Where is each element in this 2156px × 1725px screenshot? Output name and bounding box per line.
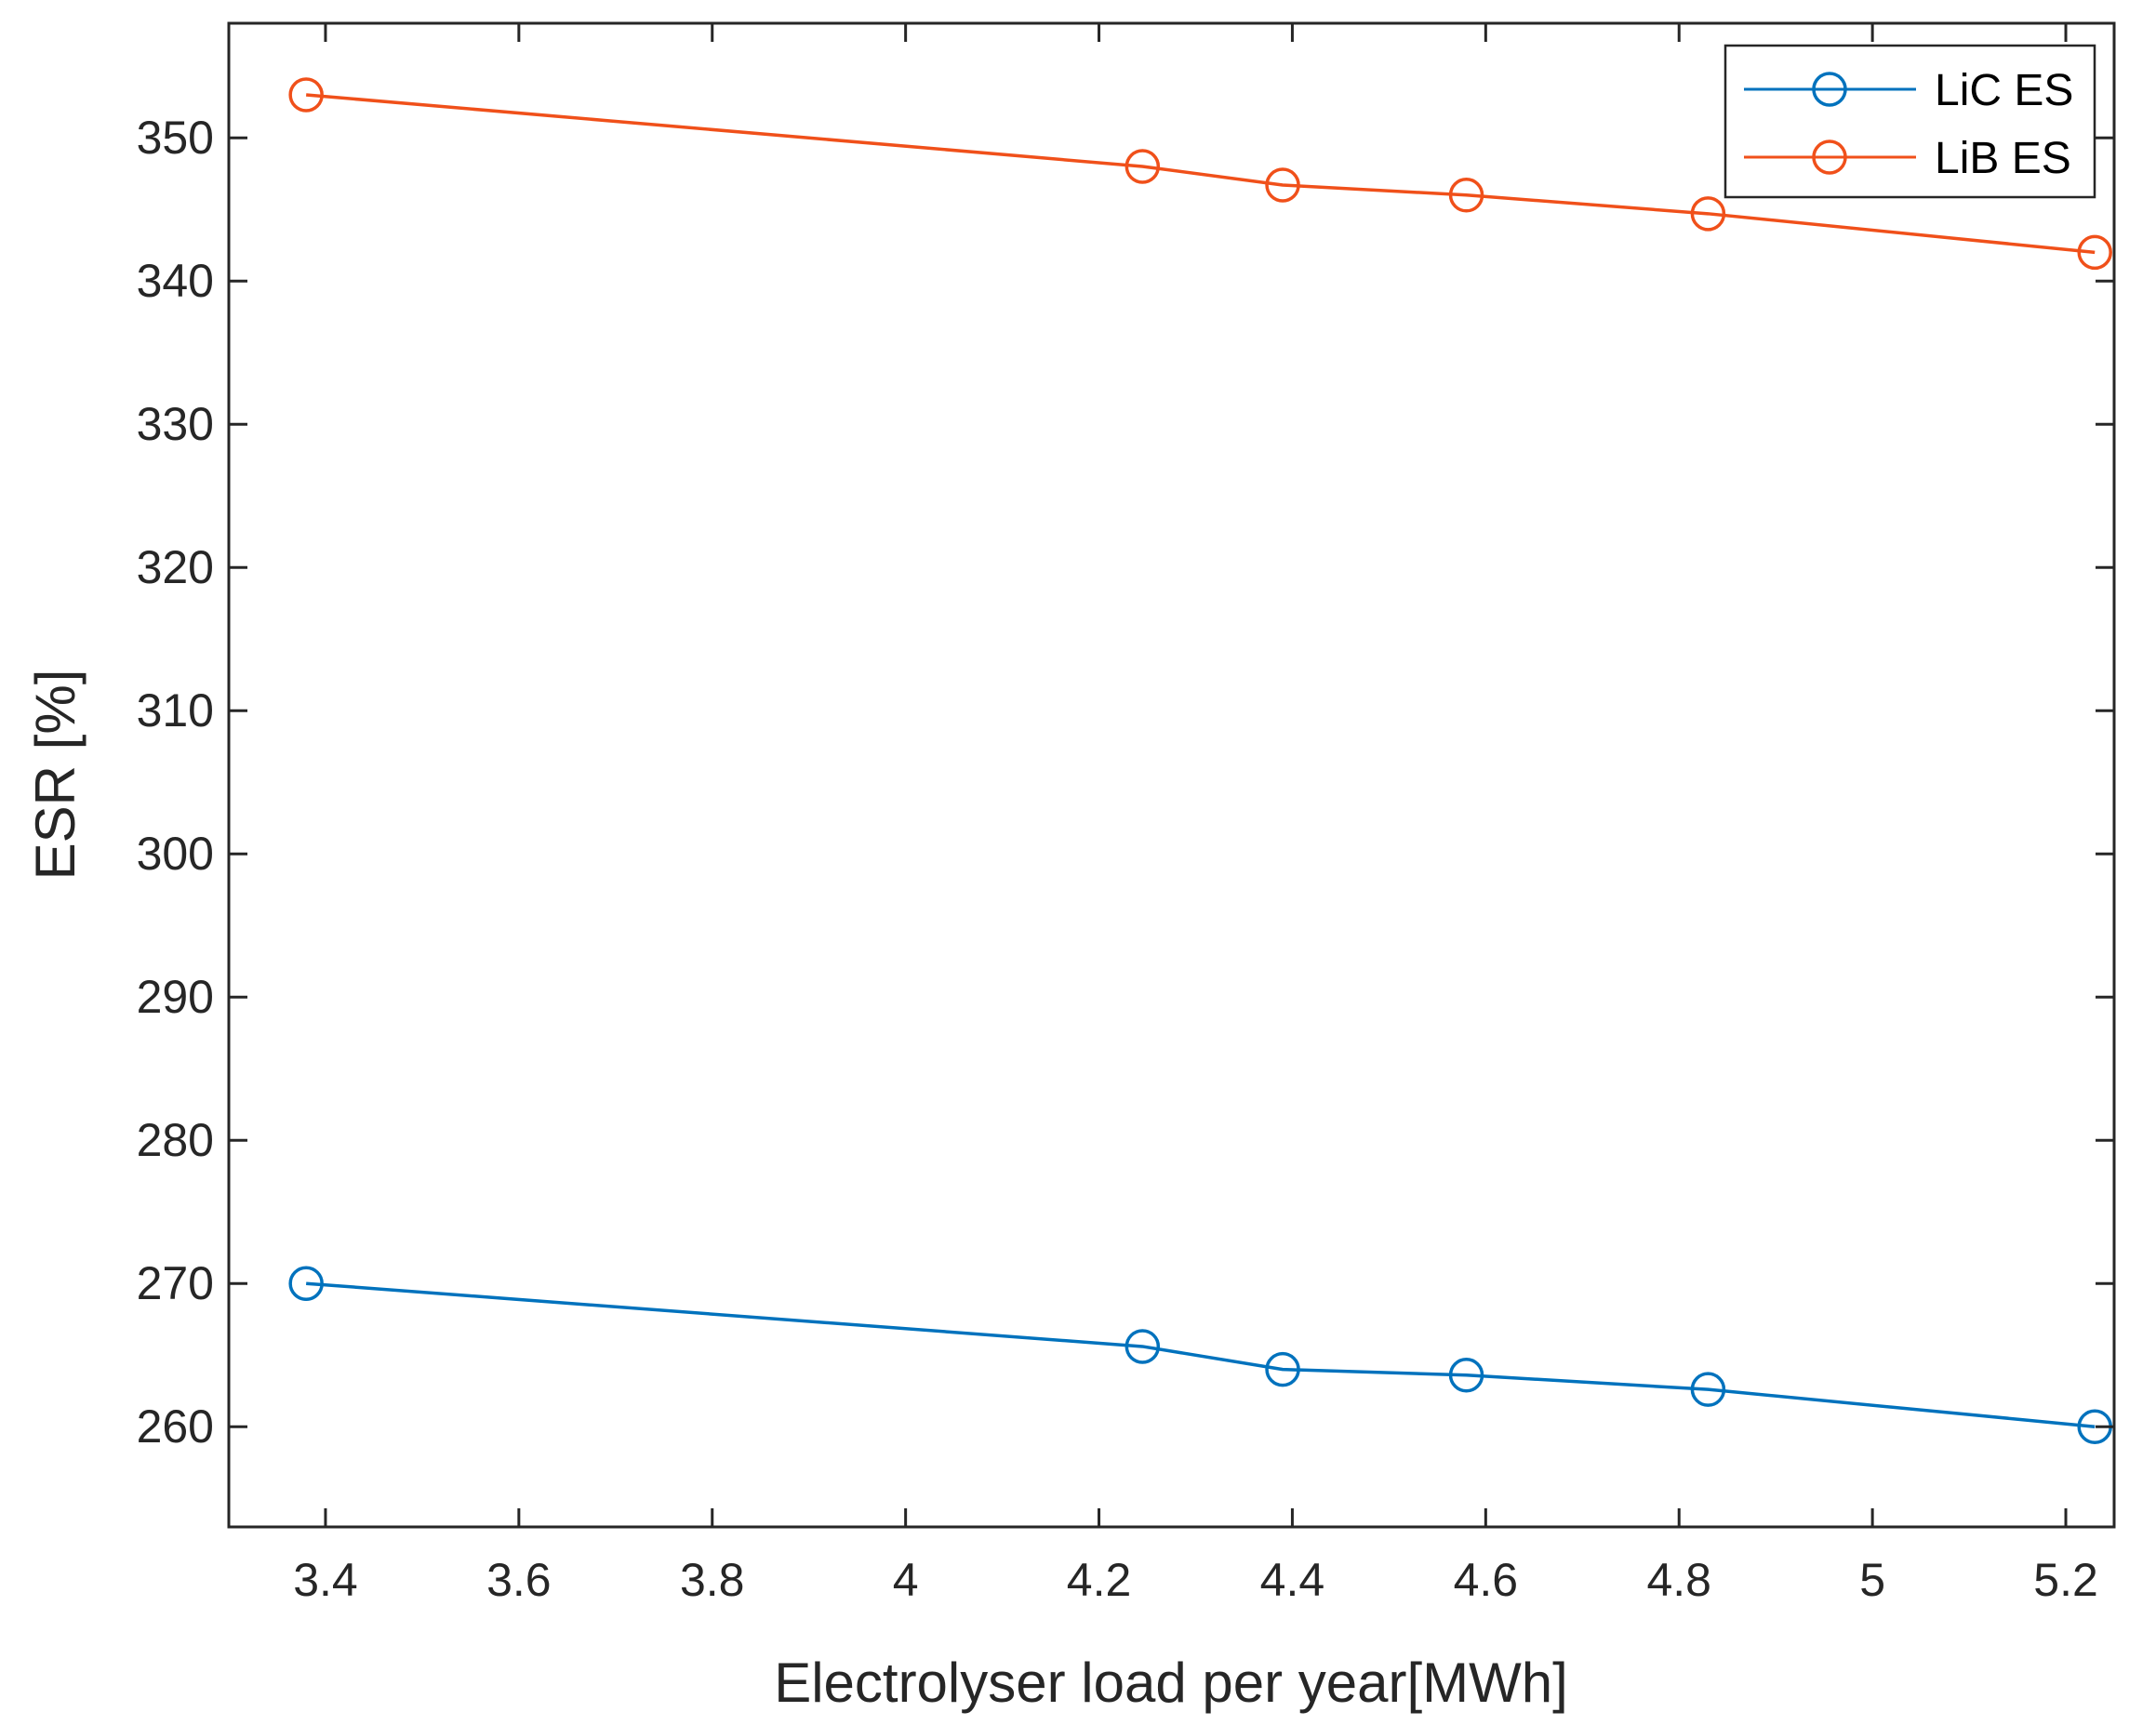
series-line-lib-es	[306, 93, 2096, 255]
y-tick-label: 330	[137, 398, 214, 450]
data-point-lic-es	[1448, 1358, 1484, 1393]
y-tick-label: 300	[137, 828, 214, 880]
legend-label-lic: LiC ES	[1935, 66, 2073, 115]
y-tick-label: 350	[137, 112, 214, 164]
data-point-lib-es	[1125, 149, 1161, 184]
x-tick-label: 5	[1859, 1554, 1885, 1606]
legend: LiC ES LiB ES	[1723, 44, 2096, 199]
x-tick-label: 4.4	[1260, 1554, 1325, 1606]
y-tick-label: 280	[137, 1114, 214, 1166]
y-tick-label: 340	[137, 255, 214, 307]
data-point-lib-es	[1265, 167, 1300, 203]
y-tick-label: 270	[137, 1257, 214, 1309]
x-tick-label: 4.2	[1067, 1554, 1132, 1606]
series-line-lic-es	[306, 1281, 2096, 1428]
x-axis-title: Electrolyser load per year[MWh]	[774, 1652, 1568, 1714]
x-tick-label: 3.6	[486, 1554, 552, 1606]
y-tick-label: 320	[137, 541, 214, 593]
x-tick-label: 4.8	[1646, 1554, 1711, 1606]
data-point-lib-es	[1690, 196, 1726, 232]
legend-label-lib: LiB ES	[1935, 134, 2071, 183]
x-tick-label: 5.2	[2033, 1554, 2098, 1606]
x-tick-label: 4	[893, 1554, 919, 1606]
x-tick-label: 4.6	[1454, 1554, 1519, 1606]
x-tick-label: 3.8	[680, 1554, 745, 1606]
data-point-lib-es	[1448, 178, 1484, 213]
x-tick-label: 3.4	[293, 1554, 358, 1606]
legend-marker-lic	[1812, 72, 1847, 107]
data-point-lib-es	[288, 77, 324, 113]
axes-box	[227, 21, 2116, 1529]
data-point-lic-es	[1690, 1372, 1726, 1407]
data-point-lic-es	[1125, 1329, 1161, 1364]
y-tick-label: 290	[137, 971, 214, 1023]
y-axis-title: ESR [%]	[24, 670, 87, 881]
data-point-lib-es	[2077, 234, 2112, 271]
y-tick-label: 310	[137, 684, 214, 736]
plot-area	[229, 23, 2114, 1527]
legend-marker-lib	[1812, 139, 1847, 175]
y-tick-label: 260	[137, 1400, 214, 1453]
data-point-lic-es	[1265, 1351, 1300, 1387]
legend-box	[1723, 44, 2096, 199]
data-point-lic-es	[288, 1266, 324, 1301]
tick-layer: 3.4 3.6 3.8 4 4.2 4.4 4.6 4.8 5 5.2 260 270 280 290 30…	[137, 23, 2114, 1606]
